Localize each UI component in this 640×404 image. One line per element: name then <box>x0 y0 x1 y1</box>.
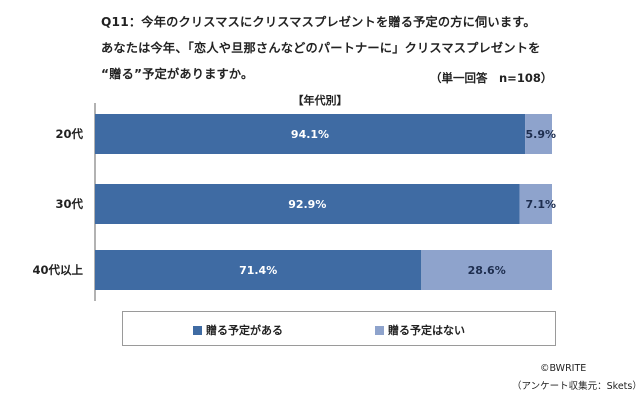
copyright-note: ©BWRITE <box>540 363 587 374</box>
sample-size-note: （単一回答 n=108） <box>430 71 553 85</box>
value-label-no-0: 5.9% <box>525 128 556 141</box>
legend-item-yes: 贈る予定がある <box>193 322 283 338</box>
question-line-1: Q11：今年のクリスマスにクリスマスプレゼントを贈る予定の方に伺います。 <box>101 15 536 29</box>
value-label-no-1: 7.1% <box>525 198 556 211</box>
legend-label-no: 贈る予定はない <box>388 324 465 337</box>
category-label-2: 40代以上 <box>32 263 83 277</box>
bar-segment-no-0 <box>525 114 552 154</box>
question-line-3: “贈る”予定がありますか。 <box>101 67 254 81</box>
bar-segment-no-1 <box>519 184 552 224</box>
legend-label-yes: 贈る予定がある <box>206 324 283 337</box>
bar-segment-yes-2 <box>95 250 422 290</box>
category-label-1: 30代 <box>55 197 83 211</box>
value-label-yes-2: 71.4% <box>239 264 277 277</box>
bar-segment-yes-1 <box>95 184 520 224</box>
legend-swatch-yes <box>193 325 202 335</box>
value-label-yes-0: 94.1% <box>291 128 329 141</box>
legend-item-no: 贈る予定はない <box>375 322 465 338</box>
legend-swatch-no <box>375 325 384 335</box>
category-label-0: 20代 <box>55 127 83 141</box>
value-label-yes-1: 92.9% <box>288 198 326 211</box>
question-line-2: あなたは今年、「恋人や旦那さんなどのパートナーに」クリスマスプレゼントを <box>101 41 541 55</box>
chart-subtitle: 【年代別】 <box>292 94 348 107</box>
source-note: （アンケート収集元：Skets） <box>512 381 640 392</box>
value-label-no-2: 28.6% <box>468 264 506 277</box>
legend: 贈る予定がある 贈る予定はない <box>122 311 556 346</box>
bar-segment-no-2 <box>421 250 552 290</box>
bar-segment-yes-0 <box>95 114 526 154</box>
